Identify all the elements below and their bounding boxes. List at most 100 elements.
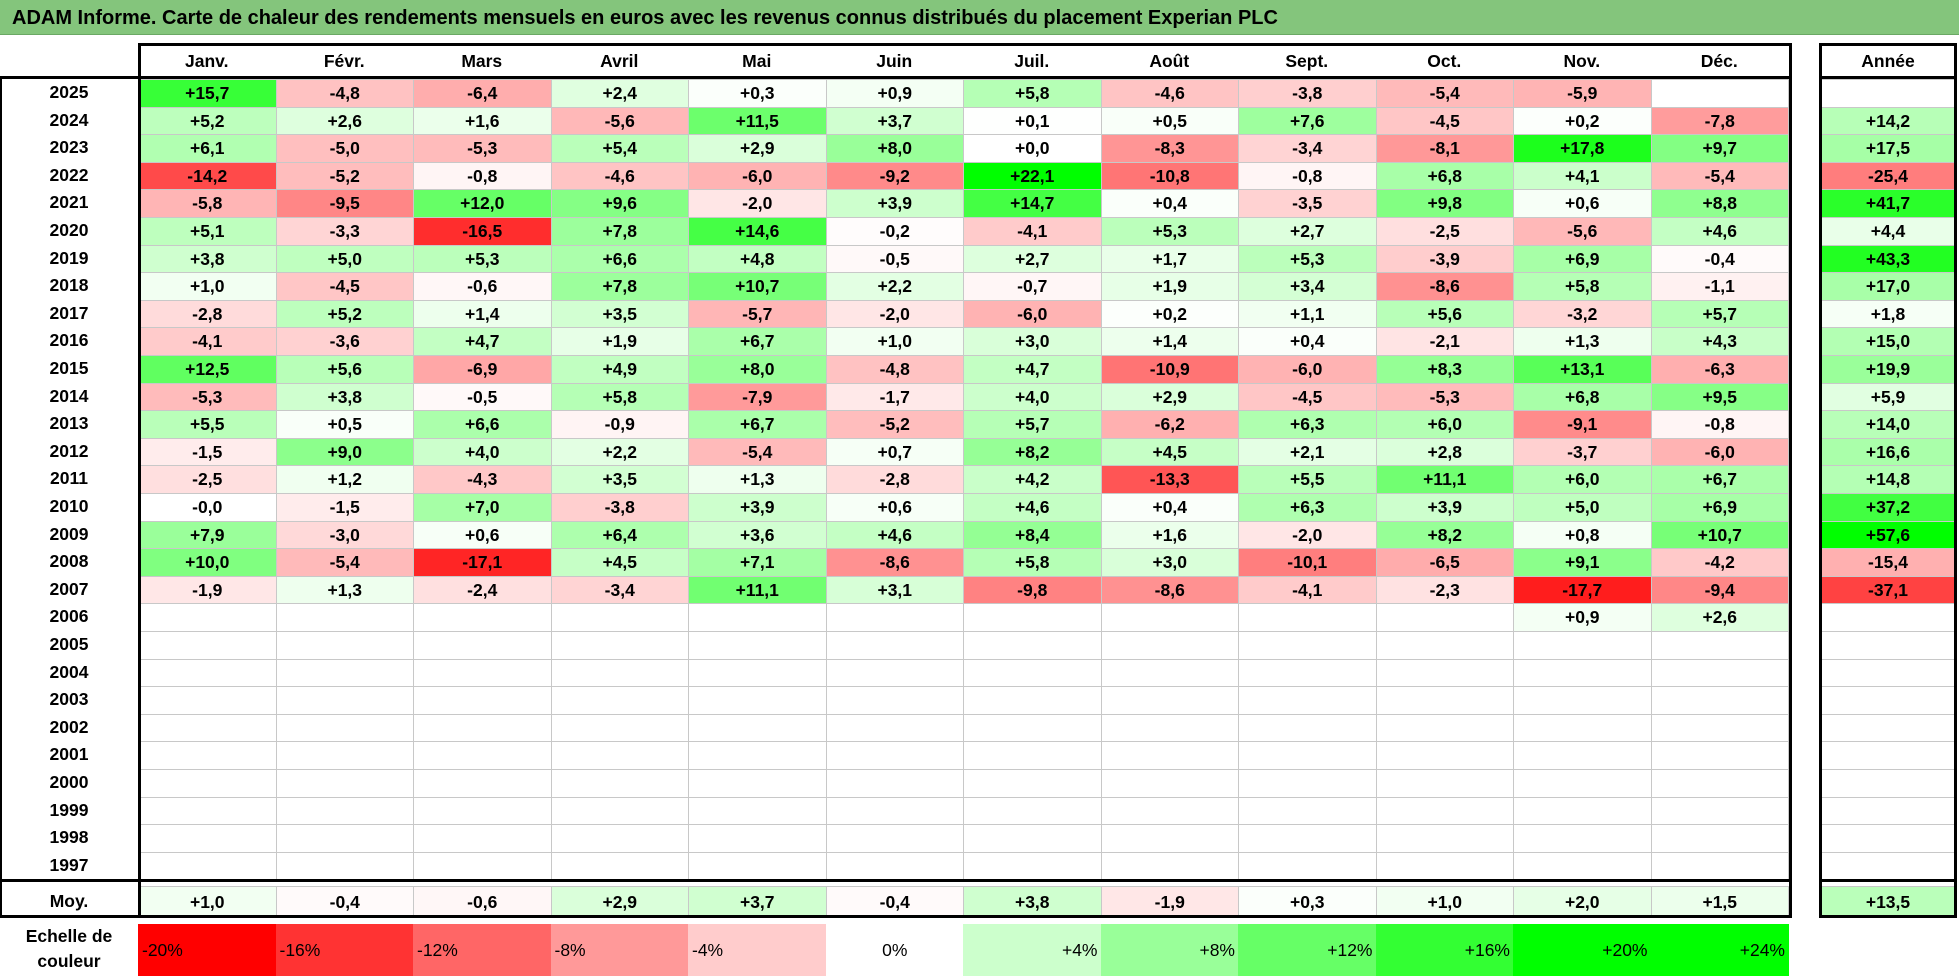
average-cell: +3,8: [963, 886, 1102, 917]
heatmap-cell: -2,4: [413, 575, 552, 605]
heatmap-cell: -5,4: [1375, 79, 1514, 108]
heatmap-cell: [1238, 603, 1377, 632]
heatmap-cell: [688, 658, 827, 688]
heatmap-cell: +1,2: [275, 465, 414, 494]
heatmap-cell: [138, 658, 277, 688]
heatmap-cell: [138, 769, 277, 798]
heatmap-cell: -6,4: [413, 79, 552, 108]
heatmap-cell: +13,1: [1513, 355, 1652, 384]
heatmap-cell: -7,8: [1650, 106, 1789, 136]
heatmap-cell: +7,9: [138, 520, 277, 550]
heatmap-cell: +8,0: [688, 355, 827, 384]
heatmap-cell: [1100, 796, 1239, 826]
heatmap-cell: +5,3: [1100, 217, 1239, 246]
year-label: 2008: [49, 551, 89, 572]
heatmap-cell: +6,8: [1513, 382, 1652, 412]
heatmap-cell: +1,7: [1100, 244, 1239, 274]
annual-cell: -15,4: [1819, 548, 1957, 577]
heatmap-cell: +11,1: [688, 575, 827, 605]
heatmap-cell: [275, 796, 414, 826]
heatmap-cell: +5,8: [1513, 272, 1652, 301]
heatmap-cell: [688, 631, 827, 660]
heatmap-cell: -4,1: [1238, 575, 1377, 605]
heatmap-cell: +6,3: [1238, 410, 1377, 439]
heatmap-cell: -2,3: [1375, 575, 1514, 605]
annual-cell: +19,9: [1819, 355, 1957, 384]
heatmap-cell: -3,5: [1238, 189, 1377, 218]
heatmap-cell: -8,6: [825, 548, 964, 577]
year-label: 2018: [49, 275, 89, 296]
color-scale-swatch: -8%: [550, 924, 689, 976]
heatmap-cell: [1238, 686, 1377, 715]
heatmap-cell: +4,0: [963, 382, 1102, 412]
heatmap-cell: +6,8: [1375, 161, 1514, 191]
heatmap-cell: -5,0: [275, 134, 414, 163]
heatmap-cell: [413, 713, 552, 743]
annual-cell: [1819, 658, 1957, 688]
heatmap-cell: [825, 769, 964, 798]
heatmap-cell: [1513, 851, 1652, 881]
year-label: 2025: [49, 82, 89, 102]
heatmap-cell: [275, 658, 414, 688]
heatmap-cell: -0,4: [1650, 244, 1789, 274]
heatmap-cell: [138, 631, 277, 660]
heatmap-cell: [688, 741, 827, 770]
heatmap-cell: -10,1: [1238, 548, 1377, 577]
heatmap-cell: [1375, 686, 1514, 715]
month-header: Avril: [600, 51, 639, 71]
heatmap-cell: -13,3: [1100, 465, 1239, 494]
heatmap-cell: +22,1: [963, 161, 1102, 191]
year-label: 1999: [49, 799, 89, 820]
heatmap-cell: -16,5: [413, 217, 552, 246]
year-label: 2011: [50, 468, 88, 489]
heatmap-cell: [138, 741, 277, 770]
heatmap-cell: +0,5: [1100, 106, 1239, 136]
annual-cell: [1819, 79, 1957, 108]
heatmap-cell: [138, 713, 277, 743]
heatmap-cell: +3,0: [1100, 548, 1239, 577]
heatmap-cell: +3,5: [550, 299, 689, 329]
heatmap-cell: +3,7: [825, 106, 964, 136]
heatmap-cell: [1100, 603, 1239, 632]
heatmap-cell: [275, 686, 414, 715]
heatmap-cell: [1650, 741, 1789, 770]
heatmap-cell: +4,2: [963, 465, 1102, 494]
heatmap-cell: [825, 713, 964, 743]
heatmap-cell: +5,3: [413, 244, 552, 274]
year-label: 2023: [49, 137, 89, 158]
heatmap-cell: +5,7: [1650, 299, 1789, 329]
heatmap-cell: [413, 796, 552, 826]
heatmap-cell: [1100, 851, 1239, 881]
year-label: 2022: [49, 164, 89, 185]
heatmap-cell: [1375, 603, 1514, 632]
heatmap-cell: -2,5: [1375, 217, 1514, 246]
heatmap-cell: [963, 603, 1102, 632]
heatmap-cell: [688, 796, 827, 826]
heatmap-cell: [963, 686, 1102, 715]
header-divider: [0, 76, 1789, 79]
heatmap-cell: [963, 741, 1102, 770]
year-label: 2024: [49, 109, 89, 130]
annual-cell: [1819, 741, 1957, 770]
heatmap-cell: +4,5: [550, 548, 689, 577]
heatmap-cell: +1,9: [1100, 272, 1239, 301]
month-header: Janv.: [185, 51, 229, 71]
month-header: Nov.: [1563, 51, 1601, 71]
heatmap-cell: [550, 824, 689, 853]
color-scale-swatch: -16%: [275, 924, 414, 976]
heatmap-cell: +1,3: [688, 465, 827, 494]
heatmap-cell: [1238, 658, 1377, 688]
annual-cell: [1819, 851, 1957, 881]
average-label: Moy.: [49, 891, 89, 912]
heatmap-cell: +14,6: [688, 217, 827, 246]
heatmap-cell: +10,0: [138, 548, 277, 577]
heatmap-cell: -1,7: [825, 382, 964, 412]
heatmap-cell: -5,9: [1513, 79, 1652, 108]
heatmap-cell: -4,1: [138, 327, 277, 356]
annual-cell: +16,6: [1819, 437, 1957, 467]
heatmap-cell: -5,3: [413, 134, 552, 163]
heatmap-cell: [1513, 824, 1652, 853]
heatmap-cell: +1,3: [1513, 327, 1652, 356]
heatmap-cell: +3,5: [550, 465, 689, 494]
heatmap-cell: -6,2: [1100, 410, 1239, 439]
